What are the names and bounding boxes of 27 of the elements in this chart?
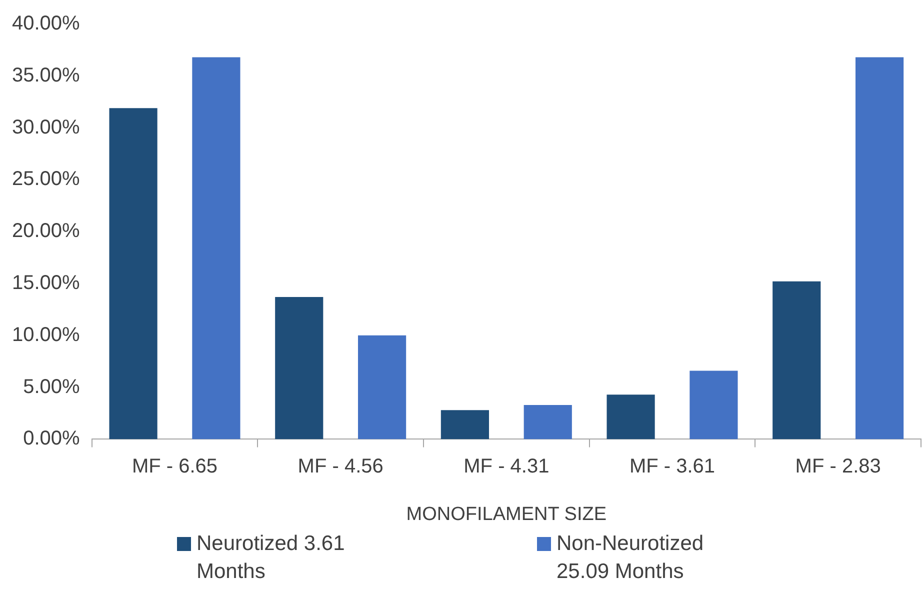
y-tick-label: 30.00% [12,116,80,138]
y-tick-label: 25.00% [12,168,80,190]
y-tick-label: 5.00% [23,376,80,398]
x-tick-label: MF - 4.56 [298,456,384,478]
bar [440,410,490,440]
y-tick-label: 35.00% [12,64,80,86]
bar [109,108,158,440]
y-tick-label: 0.00% [23,428,80,450]
x-axis-title: MONOFILAMENT SIZE [406,504,607,525]
y-tick-label: 20.00% [12,220,80,242]
x-tick-label: MF - 3.61 [629,456,716,478]
bar [358,335,406,440]
y-tick-label: 15.00% [12,272,80,294]
bar [772,281,821,440]
y-tick-label: 40.00% [12,12,80,35]
x-tick-label: MF - 4.31 [464,456,550,478]
bar [606,394,655,440]
legend-label: Non-Neurotized 25.09 Months [556,531,705,585]
bar [524,404,572,440]
bar [275,296,324,440]
bar [690,370,738,440]
y-tick-label: 10.00% [12,324,80,346]
x-tick-label: MF - 2.83 [795,456,881,478]
bar [192,57,240,440]
x-tick-label: MF - 6.65 [132,456,218,478]
legend-label: Neurotized 3.61 Months [196,531,346,585]
bar [855,57,904,440]
